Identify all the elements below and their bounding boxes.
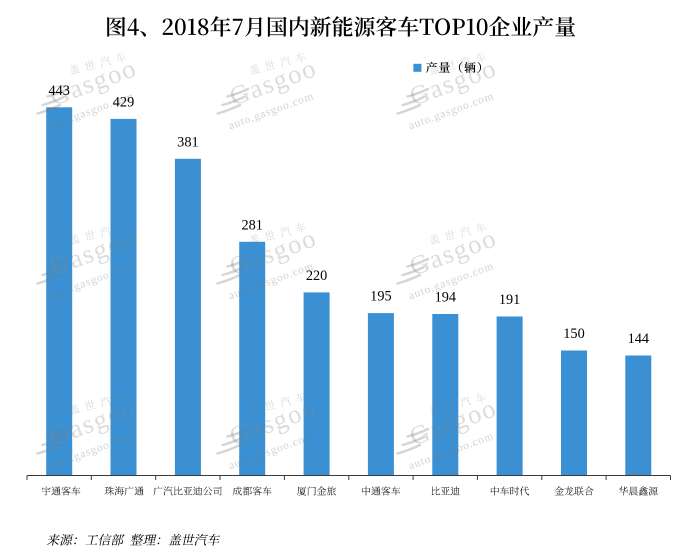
- svg-text:191: 191: [499, 292, 520, 308]
- svg-text:220: 220: [306, 268, 327, 284]
- svg-text:281: 281: [241, 217, 262, 233]
- svg-text:150: 150: [563, 326, 584, 342]
- svg-text:443: 443: [48, 83, 69, 99]
- svg-text:144: 144: [628, 331, 649, 347]
- svg-text:381: 381: [177, 134, 198, 150]
- svg-text:195: 195: [370, 289, 391, 305]
- svg-text:194: 194: [435, 290, 456, 306]
- svg-text:429: 429: [113, 94, 134, 110]
